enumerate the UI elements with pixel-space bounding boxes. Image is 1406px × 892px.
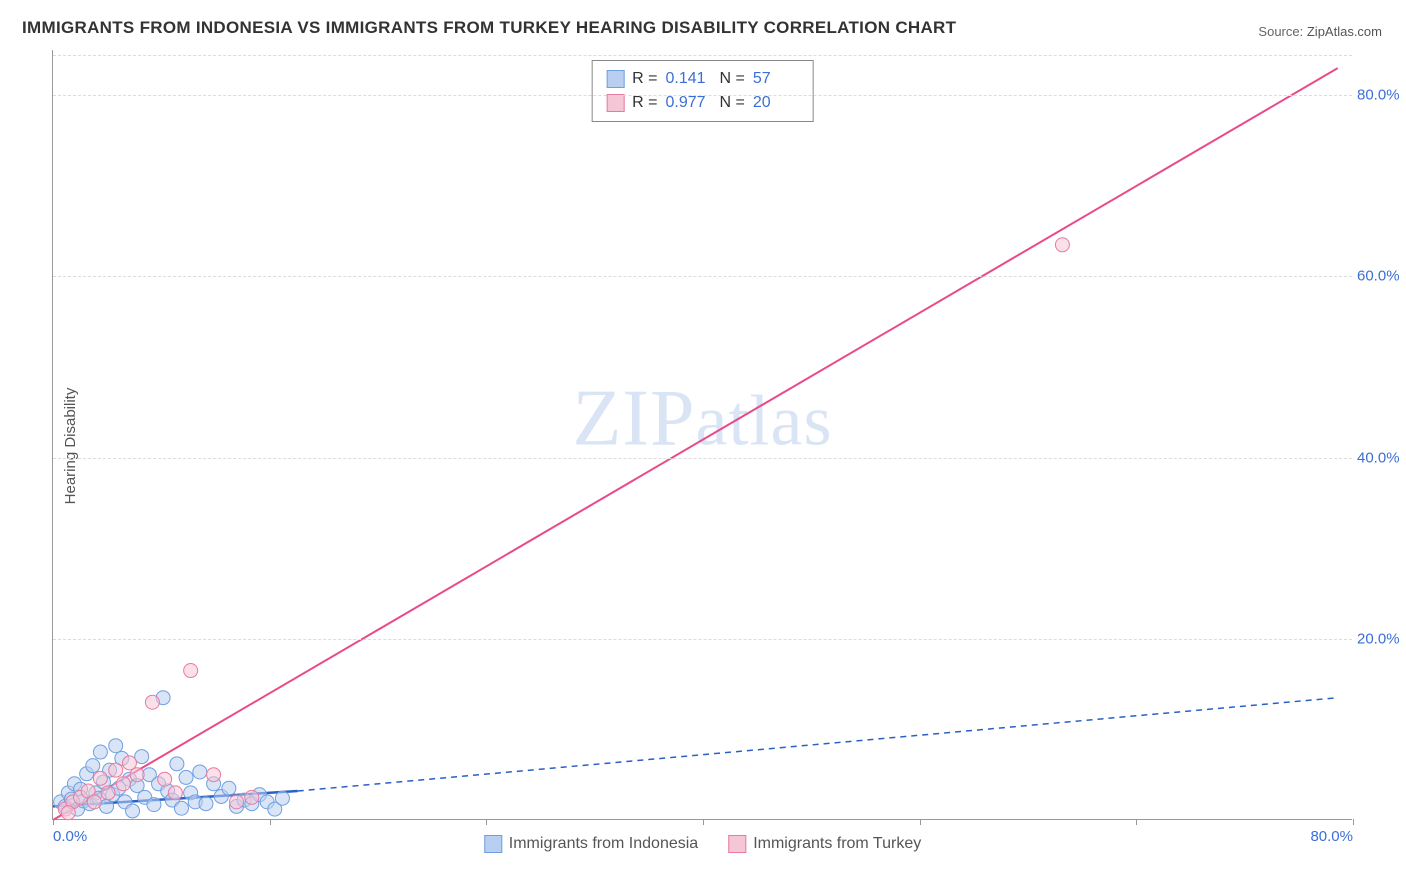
legend-label-1: Immigrants from Turkey <box>753 835 921 853</box>
source-credit: Source: ZipAtlas.com <box>1258 24 1382 39</box>
chart-svg <box>53 50 1352 819</box>
swatch-series-1 <box>606 94 624 112</box>
y-tick-label: 80.0% <box>1357 87 1406 104</box>
x-tick-label-first: 0.0% <box>53 828 87 845</box>
series-legend: Immigrants from Indonesia Immigrants fro… <box>484 835 921 853</box>
y-tick-label: 40.0% <box>1357 449 1406 466</box>
chart-title: IMMIGRANTS FROM INDONESIA VS IMMIGRANTS … <box>22 18 956 38</box>
legend-row-0: R = 0.141 N = 57 <box>606 67 799 91</box>
y-tick-label: 60.0% <box>1357 268 1406 285</box>
swatch-series-1-b <box>728 835 746 853</box>
x-tick-label-last: 80.0% <box>1310 828 1353 845</box>
swatch-series-0 <box>606 70 624 88</box>
n-label: N = <box>720 67 745 91</box>
r-value-0: 0.141 <box>666 67 712 91</box>
plot-area: ZIPatlas R = 0.141 N = 57 R = 0.977 N = … <box>52 50 1352 820</box>
n-value-0: 57 <box>753 67 799 91</box>
legend-label-0: Immigrants from Indonesia <box>509 835 698 853</box>
source-value: ZipAtlas.com <box>1307 24 1382 39</box>
source-label: Source: <box>1258 24 1303 39</box>
swatch-series-0-b <box>484 835 502 853</box>
correlation-legend: R = 0.141 N = 57 R = 0.977 N = 20 <box>591 60 814 122</box>
legend-item-0: Immigrants from Indonesia <box>484 835 698 853</box>
y-tick-label: 20.0% <box>1357 630 1406 647</box>
r-label: R = <box>632 67 657 91</box>
legend-item-1: Immigrants from Turkey <box>728 835 921 853</box>
